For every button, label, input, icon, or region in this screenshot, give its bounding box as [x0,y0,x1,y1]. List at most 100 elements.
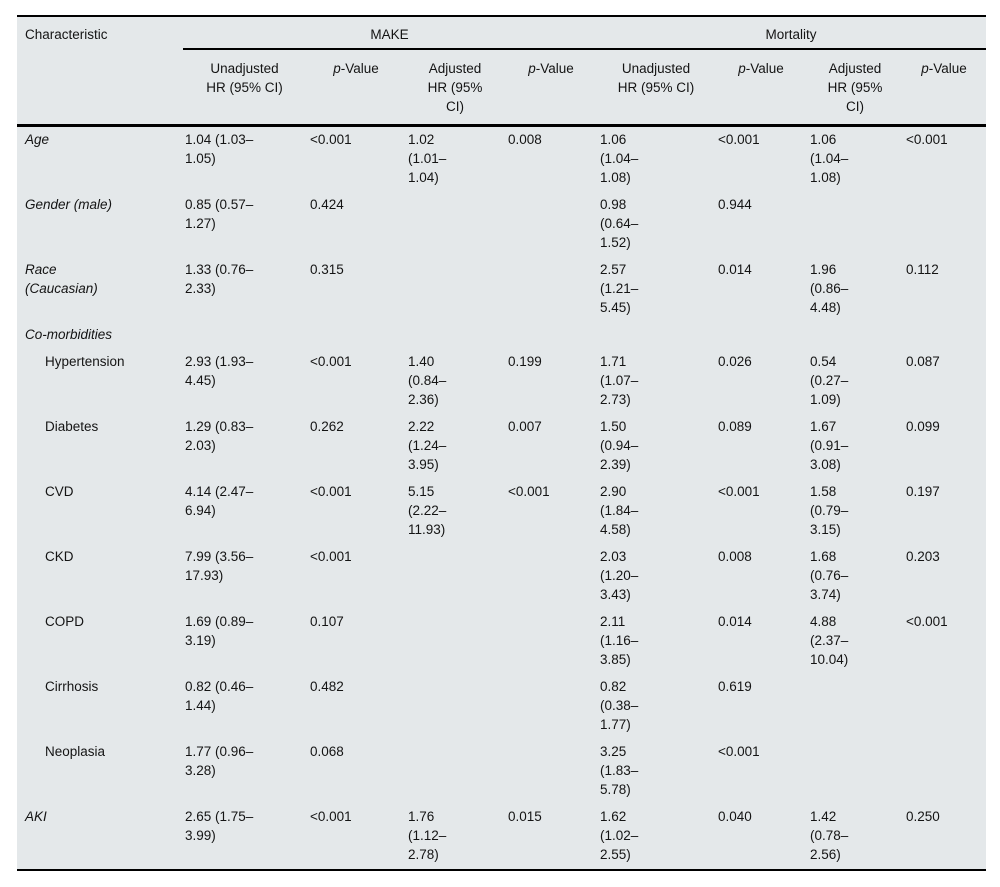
cell-mortality-adjusted-p [904,739,986,804]
cell-make-unadjusted-p: <0.001 [310,484,352,499]
cell-mortality-adjusted-hr: 1.06 (1.04– 1.08) [810,132,849,185]
p-italic: p [921,61,929,76]
row-label: CVD [45,484,74,499]
cell-make-unadjusted-hr: 1.33 (0.76– 2.33) [185,262,254,296]
cell-mortality-adjusted-p: 0.203 [906,549,940,564]
table-row: AKI 2.65 (1.75– 3.99) <0.001 1.76 (1.12– 2.… [17,804,986,870]
cell-mortality-unadjusted-hr: 2.03 (1.20– 3.43) [600,549,639,602]
row-label: Cirrhosis [45,679,99,694]
cell-make-unadjusted-hr: 1.77 (0.96– 3.28) [185,744,254,778]
cell-make-adjusted-hr: 1.40 (0.84– 2.36) [408,354,447,407]
cell-mortality-adjusted-hr: 0.54 (0.27– 1.09) [810,354,849,407]
table-row: Hypertension 2.93 (1.93– 4.45) <0.001 1.40 … [17,349,986,414]
row-label: Race (Caucasian) [25,262,98,296]
cell-make-adjusted-p: 0.199 [508,354,542,369]
cell-mortality-adjusted-hr: 1.67 (0.91– 3.08) [810,419,849,472]
cell-mortality-unadjusted-hr: 2.90 (1.84– 4.58) [600,484,639,537]
cell-make-adjusted-p: 0.007 [508,419,542,434]
mortality-unadjusted-p-header: p-Value [716,49,809,127]
make-unadjusted-hr-header: Unadjusted HR (95% CI) [183,49,308,127]
cell-make-adjusted-hr: 2.22 (1.24– 3.95) [408,419,447,472]
cell-make-unadjusted-hr: 0.85 (0.57– 1.27) [185,197,254,231]
make-unadjusted-p-header: p-Value [308,49,406,127]
row-label: AKI [25,809,47,824]
cell-make-unadjusted-p [308,322,406,349]
cell-mortality-adjusted-p [904,192,986,257]
cell-make-adjusted-p: <0.001 [508,484,550,499]
make-adjusted-p-header: p-Value [506,49,599,127]
cell-make-unadjusted-hr: 0.82 (0.46– 1.44) [185,679,254,713]
p-italic: p [333,61,341,76]
p-italic: p [738,61,746,76]
cell-mortality-adjusted-hr: 1.96 (0.86– 4.48) [810,262,849,315]
row-label: Co-morbidities [25,327,113,342]
cell-mortality-unadjusted-p: 0.014 [718,262,752,277]
cell-make-unadjusted-p: 0.262 [310,419,344,434]
mortality-adjusted-p-header: p-Value [904,49,987,127]
row-label: Hypertension [45,354,125,369]
cell-make-unadjusted-p: <0.001 [310,549,352,564]
cell-make-adjusted-p: 0.008 [508,132,542,147]
table-row: Co-morbidities [17,322,986,349]
cell-make-adjusted-hr: 1.02 (1.01– 1.04) [408,132,447,185]
row-label: COPD [45,614,85,629]
cell-mortality-adjusted-hr [808,739,904,804]
cell-mortality-adjusted-hr: 1.68 (0.76– 3.74) [810,549,849,602]
cell-mortality-adjusted-hr [808,192,904,257]
cell-make-adjusted-p [506,544,598,609]
cell-make-adjusted-hr [406,609,506,674]
cell-make-adjusted-hr: 5.15 (2.22– 11.93) [408,484,447,537]
p-value-label: -Value [745,61,784,76]
sub-header-row: Unadjusted HR (95% CI) p-Value Adjusted … [17,49,987,127]
mortality-adjusted-hr-header: Adjusted HR (95% CI) [808,49,905,127]
table-row: CVD 4.14 (2.47– 6.94) <0.001 5.15 (2.22– 11… [17,479,986,544]
cell-make-unadjusted-hr: 4.14 (2.47– 6.94) [185,484,254,518]
p-italic: p [528,61,536,76]
cell-make-unadjusted-hr: 1.69 (0.89– 3.19) [185,614,254,648]
cell-mortality-unadjusted-hr [598,322,716,349]
cell-make-adjusted-hr: 1.76 (1.12– 2.78) [408,809,447,862]
cell-mortality-unadjusted-p: 0.944 [718,197,752,212]
cell-make-adjusted-hr [406,739,506,804]
p-value-label: -Value [340,61,379,76]
cell-make-unadjusted-p: <0.001 [310,132,352,147]
cell-make-adjusted-hr [406,257,506,322]
cell-mortality-adjusted-hr: 1.42 (0.78– 2.56) [810,809,849,862]
row-label: Diabetes [45,419,99,434]
cell-make-unadjusted-p: 0.107 [310,614,344,629]
cell-make-unadjusted-hr: 7.99 (3.56– 17.93) [185,549,254,583]
cell-mortality-unadjusted-hr: 1.50 (0.94– 2.39) [600,419,639,472]
table-row: CKD 7.99 (3.56– 17.93) <0.001 2.03 (1.20– 3… [17,544,986,609]
cell-mortality-unadjusted-p: 0.014 [718,614,752,629]
p-value-label: -Value [535,61,574,76]
table-row: Cirrhosis 0.82 (0.46– 1.44) 0.482 0.82 (0.3… [17,674,986,739]
cell-make-unadjusted-hr: 2.65 (1.75– 3.99) [185,809,254,843]
cell-make-unadjusted-hr: 2.93 (1.93– 4.45) [185,354,254,388]
row-label: CKD [45,549,74,564]
cell-mortality-adjusted-p: 0.112 [906,262,939,277]
cell-mortality-adjusted-p: <0.001 [906,132,948,147]
make-adjusted-hr-header: Adjusted HR (95% CI) [406,49,506,127]
cell-make-adjusted-hr [406,192,506,257]
cell-mortality-adjusted-p: <0.001 [906,614,948,629]
cell-mortality-unadjusted-p: 0.040 [718,809,752,824]
cell-mortality-unadjusted-hr: 1.06 (1.04– 1.08) [600,132,639,185]
cell-mortality-adjusted-p: 0.087 [906,354,940,369]
cell-mortality-unadjusted-p: <0.001 [718,132,760,147]
cell-mortality-adjusted-p [904,322,986,349]
p-value-label: -Value [928,61,967,76]
table-body: Age 1.04 (1.03– 1.05) <0.001 1.02 (1.01– 1.… [17,126,986,871]
cell-mortality-adjusted-p: 0.099 [906,419,940,434]
cell-mortality-adjusted-hr: 4.88 (2.37– 10.04) [810,614,849,667]
cell-mortality-adjusted-hr [808,674,904,739]
cell-mortality-adjusted-p: 0.250 [906,809,940,824]
cell-make-adjusted-hr [406,674,506,739]
cell-make-unadjusted-hr [183,322,308,349]
cell-mortality-adjusted-p [904,674,986,739]
cell-make-unadjusted-p: 0.482 [310,679,344,694]
cell-mortality-adjusted-p: 0.197 [906,484,940,499]
cell-make-unadjusted-p: <0.001 [310,809,352,824]
cell-make-unadjusted-p: 0.068 [310,744,344,759]
cell-make-adjusted-hr [406,322,506,349]
cell-make-adjusted-p [506,674,598,739]
